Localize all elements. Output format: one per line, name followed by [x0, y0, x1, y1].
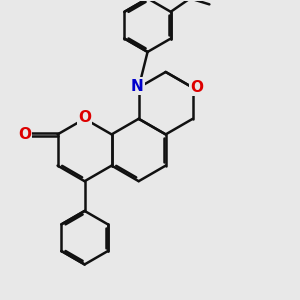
Text: N: N: [131, 79, 144, 94]
Text: O: O: [191, 80, 204, 95]
Text: O: O: [78, 110, 91, 125]
Text: O: O: [18, 127, 31, 142]
